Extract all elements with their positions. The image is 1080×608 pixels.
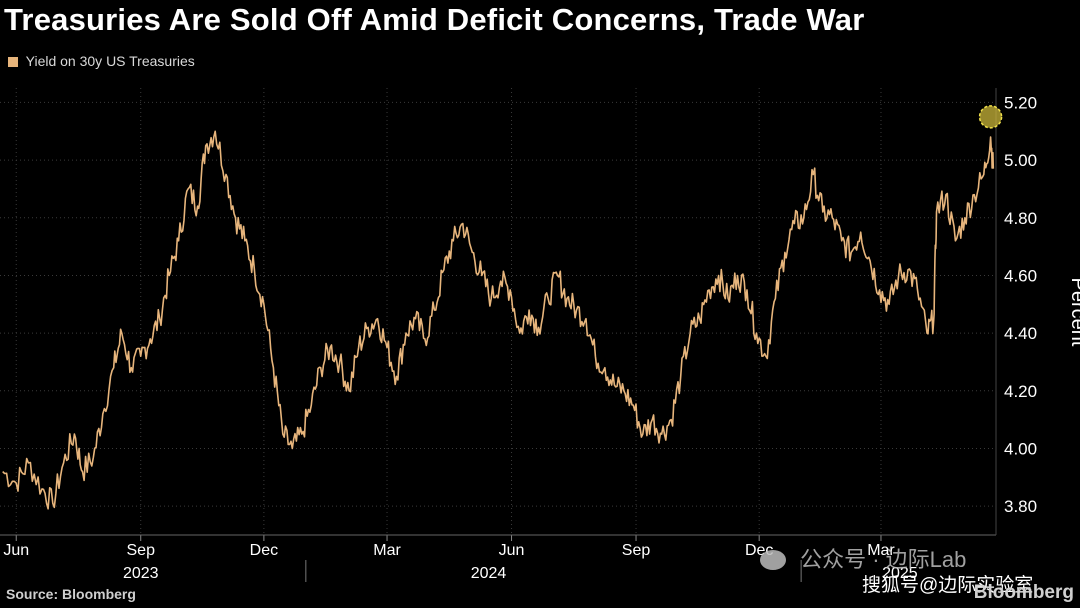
chart-title: Treasuries Are Sold Off Amid Deficit Con…: [4, 2, 865, 37]
bloomberg-logo: Bloomberg: [973, 582, 1074, 603]
y-tick-label: 4.60: [1004, 266, 1037, 285]
x-tick-label: Dec: [250, 542, 278, 559]
y-tick-label: 4.40: [1004, 324, 1037, 343]
x-tick-label: Jun: [3, 542, 29, 559]
y-tick-label: 4.80: [1004, 209, 1037, 228]
sohu-watermark: 搜狐号@边际实验室: [862, 575, 1034, 596]
highlight-marker: [978, 105, 1003, 129]
x-tick-label: Mar: [373, 542, 401, 559]
wechat-watermark: 公众号 · 边际Lab: [760, 542, 966, 574]
y-tick-label: 3.80: [1004, 497, 1037, 516]
x-tick-label: Sep: [622, 542, 651, 559]
legend: Yield on 30y US Treasuries: [8, 53, 195, 69]
x-tick-label: Mar: [867, 542, 895, 559]
legend-swatch: [8, 57, 18, 67]
source-note: Source: Bloomberg: [6, 586, 136, 602]
year-label: 2023: [123, 565, 159, 582]
y-tick-label: 4.20: [1004, 382, 1037, 401]
series-line-30y-yield: [2, 130, 995, 510]
x-tick-label: Jun: [499, 542, 525, 559]
y-tick-label: 5.00: [1004, 151, 1037, 170]
legend-label: Yield on 30y US Treasuries: [25, 53, 195, 69]
x-tick-label: Sep: [127, 542, 156, 559]
y-axis-title: Percent: [1067, 278, 1080, 347]
y-tick-label: 4.00: [1004, 439, 1037, 458]
wechat-icon: [760, 550, 786, 570]
y-tick-label: 5.20: [1004, 93, 1037, 112]
wechat-watermark-text: 公众号 · 边际Lab: [800, 547, 967, 572]
year-label: 2024: [471, 565, 507, 582]
year-label: 2025: [882, 565, 918, 582]
